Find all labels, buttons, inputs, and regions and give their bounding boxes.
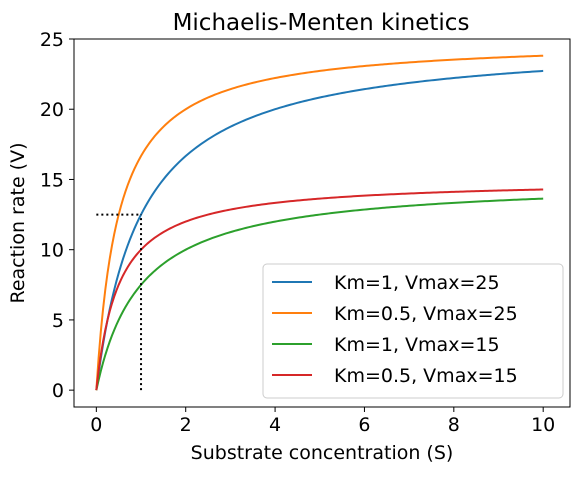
x-tick-label: 8 [448, 414, 460, 436]
legend-label-1: Km=0.5, Vmax=25 [334, 303, 518, 325]
x-tick-label: 0 [90, 414, 102, 436]
annotation-layer [96, 213, 143, 391]
axes-layer: 0 2 4 6 8 10 0 5 10 15 20 25 [40, 29, 555, 436]
series-line-2 [95, 197, 544, 391]
legend-label-0: Km=1, Vmax=25 [334, 272, 500, 294]
series-layer [95, 54, 544, 391]
x-tick-label: 10 [531, 414, 555, 436]
legend-box [262, 263, 564, 399]
y-tick-label: 5 [52, 310, 64, 332]
series-line-0 [95, 69, 544, 391]
chart-title: Michaelis-Menten kinetics [173, 10, 470, 36]
y-tick-label: 20 [40, 99, 64, 121]
y-tick-label: 10 [40, 240, 64, 262]
y-tick-label: 0 [52, 380, 64, 402]
legend-label-2: Km=1, Vmax=15 [334, 334, 500, 356]
plot-frame [73, 38, 571, 408]
y-axis-label: Reaction rate (V) [7, 142, 29, 303]
series-line-3 [95, 188, 544, 391]
x-axis-label: Substrate concentration (S) [191, 442, 454, 464]
y-tick-label: 25 [40, 29, 64, 51]
x-tick-label: 6 [358, 414, 370, 436]
series-line-1 [95, 54, 544, 391]
x-tick-label: 4 [269, 414, 281, 436]
x-tick-label: 2 [180, 414, 192, 436]
legend: Km=1, Vmax=25 Km=0.5, Vmax=25 Km=1, Vmax=1… [262, 263, 564, 399]
legend-items: Km=1, Vmax=25 Km=0.5, Vmax=25 Km=1, Vmax=1… [272, 272, 518, 387]
legend-label-3: Km=0.5, Vmax=15 [334, 365, 518, 387]
y-tick-label: 15 [40, 169, 64, 191]
